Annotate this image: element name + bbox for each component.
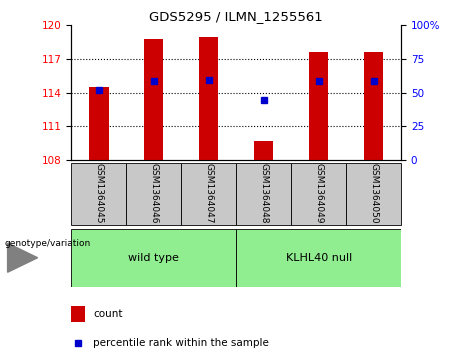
Title: GDS5295 / ILMN_1255561: GDS5295 / ILMN_1255561 xyxy=(149,10,323,23)
Text: wild type: wild type xyxy=(129,253,179,263)
Bar xyxy=(291,163,346,225)
Bar xyxy=(346,163,401,225)
Bar xyxy=(199,37,219,160)
Polygon shape xyxy=(7,243,38,272)
Bar xyxy=(254,141,273,160)
Text: GSM1364045: GSM1364045 xyxy=(95,163,103,223)
Text: GSM1364049: GSM1364049 xyxy=(314,163,323,223)
Bar xyxy=(364,52,383,160)
Text: GSM1364050: GSM1364050 xyxy=(369,163,378,223)
Text: count: count xyxy=(93,309,122,319)
Text: GSM1364046: GSM1364046 xyxy=(149,163,159,223)
Text: genotype/variation: genotype/variation xyxy=(5,239,91,248)
Bar xyxy=(144,39,164,160)
Bar xyxy=(71,229,236,287)
Bar xyxy=(71,306,85,322)
Bar xyxy=(309,52,328,160)
Text: KLHL40 null: KLHL40 null xyxy=(285,253,352,263)
Bar xyxy=(89,87,108,160)
Bar xyxy=(236,229,401,287)
Bar xyxy=(126,163,181,225)
Text: percentile rank within the sample: percentile rank within the sample xyxy=(93,338,269,348)
Text: GSM1364047: GSM1364047 xyxy=(204,163,213,223)
Bar xyxy=(236,163,291,225)
Bar xyxy=(71,163,126,225)
Bar xyxy=(181,163,236,225)
Text: GSM1364048: GSM1364048 xyxy=(259,163,268,223)
